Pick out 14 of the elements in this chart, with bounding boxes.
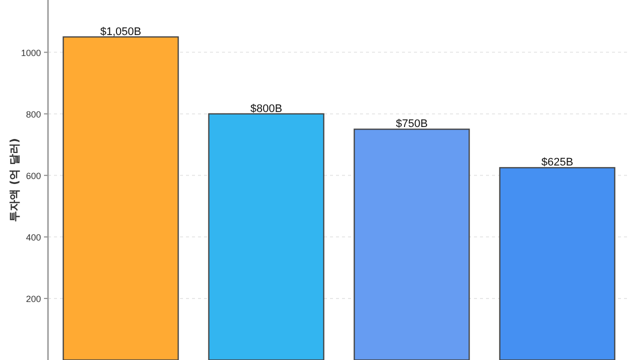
bar (499, 167, 616, 360)
data-label: $750B (396, 118, 428, 130)
y-axis-title: 투자액 (억 달러) (8, 138, 21, 222)
y-tick-label: 800 (26, 109, 41, 120)
y-tick-label: 600 (26, 170, 41, 181)
y-tick-label: 200 (26, 294, 41, 304)
data-label: $625B (541, 156, 574, 169)
data-label: $800B (250, 102, 282, 115)
bar (354, 128, 470, 360)
data-label: $1,050B (100, 26, 142, 38)
bar (62, 36, 179, 360)
bar (208, 113, 324, 360)
y-tick-label: 400 (26, 232, 41, 242)
y-tick-label: 1000 (20, 48, 41, 58)
